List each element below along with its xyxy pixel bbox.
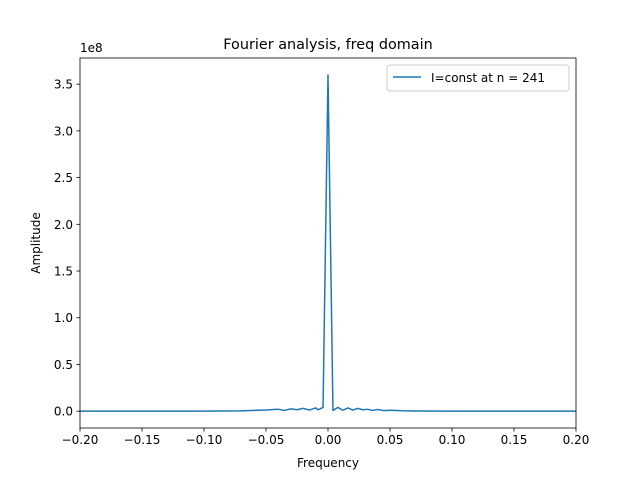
x-axis-label: Frequency xyxy=(297,456,359,470)
series-layer xyxy=(80,74,576,412)
y-tick-label: 2.5 xyxy=(54,171,73,185)
y-tick-label: 3.0 xyxy=(54,124,73,138)
x-tick-label: 0.00 xyxy=(315,433,342,447)
x-tick-label: 0.10 xyxy=(439,433,466,447)
y-tick-label: 0.5 xyxy=(54,358,73,372)
y-axis-ticks: 0.0 0.5 1.0 1.5 2.0 2.5 3.0 3.5 xyxy=(54,78,80,419)
chart-title: Fourier analysis, freq domain xyxy=(223,37,433,53)
legend-frame xyxy=(386,64,570,92)
x-tick-label: 0.15 xyxy=(501,433,528,447)
y-tick-label: 1.5 xyxy=(54,265,73,279)
x-tick-label: −0.15 xyxy=(124,433,161,447)
y-tick-label: 3.5 xyxy=(54,78,73,92)
legend-label: I=const at n = 241 xyxy=(431,71,545,85)
y-scale-label: 1e8 xyxy=(80,41,103,55)
y-axis-label: Amplitude xyxy=(29,212,43,274)
x-tick-label: −0.10 xyxy=(186,433,223,447)
series-line xyxy=(80,74,576,412)
legend: I=const at n = 241 xyxy=(386,64,570,92)
x-tick-label: −0.20 xyxy=(62,433,99,447)
x-tick-label: −0.05 xyxy=(248,433,285,447)
x-tick-label: 0.20 xyxy=(563,433,590,447)
x-axis-ticks: −0.20 −0.15 −0.10 −0.05 0.00 0.05 0.10 0.15 0.20 xyxy=(62,428,590,447)
y-tick-label: 0.0 xyxy=(54,405,73,419)
y-tick-label: 2.0 xyxy=(54,218,73,232)
x-tick-label: 0.05 xyxy=(377,433,404,447)
y-tick-label: 1.0 xyxy=(54,311,73,325)
